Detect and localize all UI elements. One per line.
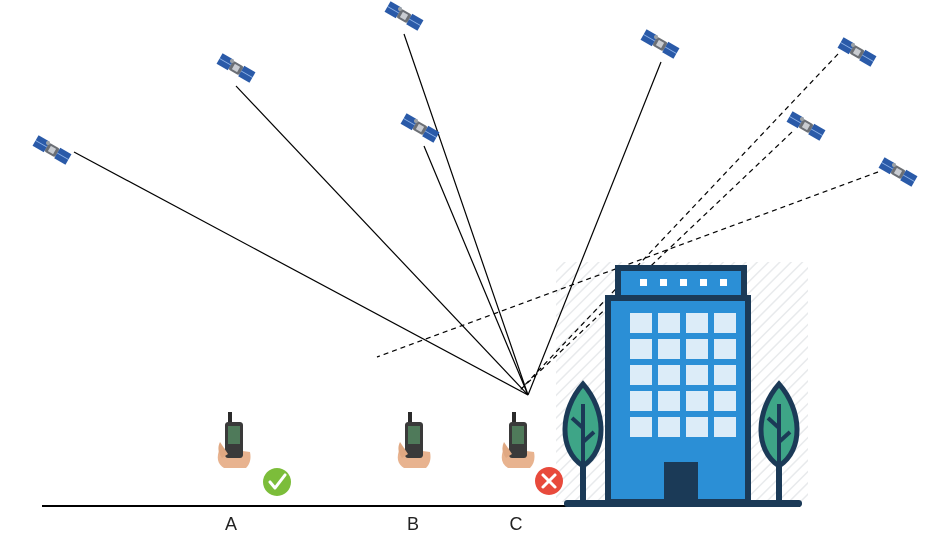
satellite-icon xyxy=(640,28,680,60)
multipath-line-8 xyxy=(376,171,879,358)
tree-icon xyxy=(562,380,604,502)
gnss-handheld-receiver-icon xyxy=(217,412,251,468)
multipath-line-6 xyxy=(521,53,839,389)
direct-signal-lines xyxy=(73,33,662,396)
signal-line-3 xyxy=(403,33,529,396)
satellite-icon xyxy=(384,0,424,32)
signal-line-4 xyxy=(423,145,529,396)
satellite-icon xyxy=(786,110,826,142)
cross-circle-icon xyxy=(535,467,563,495)
position-label-b: B xyxy=(406,514,419,534)
satellite-icon xyxy=(32,134,72,166)
position-label-a: A xyxy=(224,514,237,534)
gnss-handheld-receiver-icon xyxy=(397,412,431,468)
multipath-signal-lines xyxy=(376,53,879,393)
signal-line-5 xyxy=(527,61,662,396)
position-label-c: C xyxy=(509,514,523,534)
signal-line-2 xyxy=(235,85,529,396)
satellite-icon xyxy=(878,156,918,188)
tree-icon xyxy=(758,380,800,502)
check-circle-icon xyxy=(263,468,291,496)
satellite-icon xyxy=(400,112,440,144)
gnss-handheld-receiver-icon xyxy=(501,412,535,468)
office-building-icon xyxy=(564,265,802,507)
satellite-icon xyxy=(837,36,877,68)
satellite-icon xyxy=(216,52,256,84)
signal-line-1 xyxy=(73,151,529,396)
